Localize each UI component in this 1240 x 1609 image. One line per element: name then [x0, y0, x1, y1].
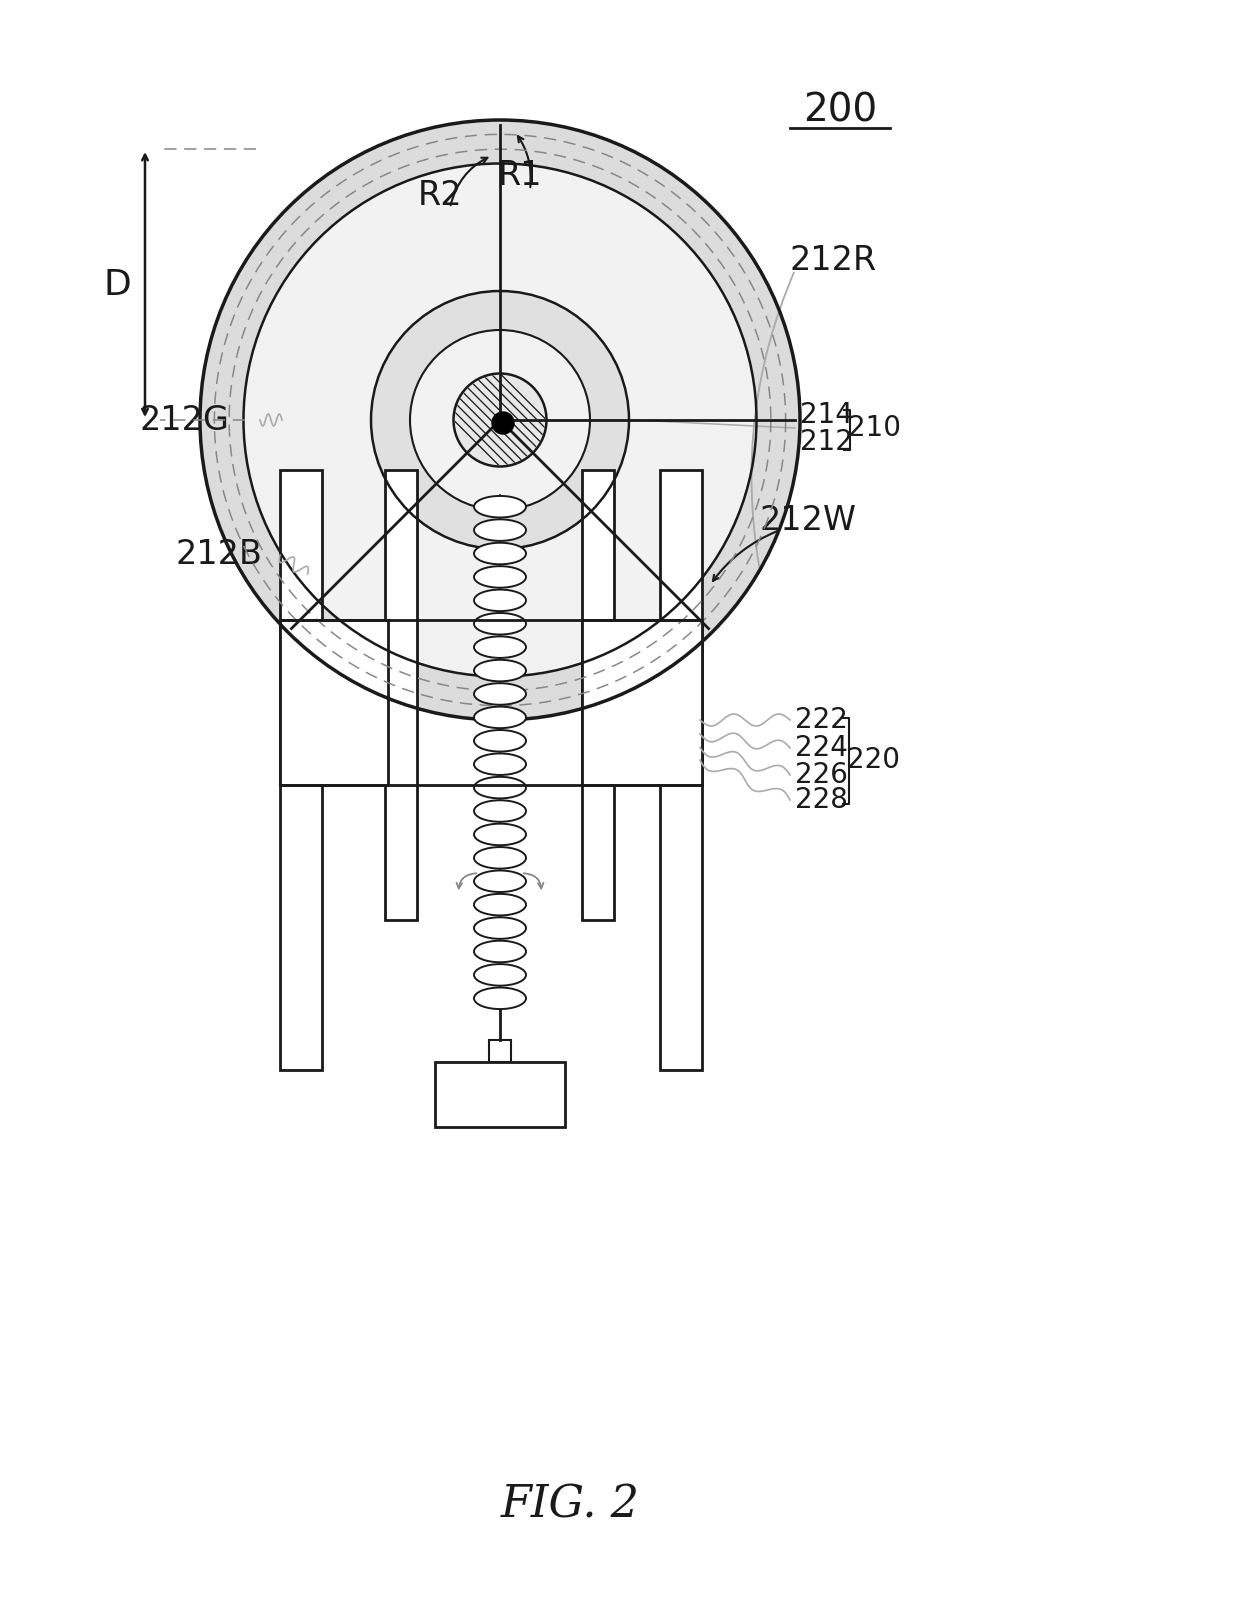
- Ellipse shape: [474, 800, 526, 822]
- Bar: [489, 1039, 511, 1062]
- Ellipse shape: [474, 777, 526, 798]
- Ellipse shape: [474, 496, 526, 518]
- Text: 224: 224: [795, 734, 848, 763]
- Ellipse shape: [474, 660, 526, 681]
- Text: R1: R1: [497, 159, 542, 191]
- Ellipse shape: [474, 566, 526, 587]
- Ellipse shape: [474, 520, 526, 541]
- Ellipse shape: [474, 824, 526, 845]
- Ellipse shape: [474, 846, 526, 869]
- Ellipse shape: [474, 613, 526, 634]
- Ellipse shape: [474, 964, 526, 986]
- Bar: [280, 619, 388, 785]
- Text: FIG. 2: FIG. 2: [501, 1483, 640, 1525]
- Ellipse shape: [474, 637, 526, 658]
- Circle shape: [454, 373, 547, 467]
- Text: R2: R2: [418, 179, 463, 211]
- Text: 228: 228: [795, 787, 848, 814]
- Ellipse shape: [474, 706, 526, 729]
- Circle shape: [200, 121, 800, 719]
- Text: 220: 220: [847, 747, 900, 774]
- Bar: [660, 470, 702, 1070]
- Ellipse shape: [474, 988, 526, 1009]
- Text: 212W: 212W: [760, 504, 857, 536]
- Text: 212G: 212G: [140, 404, 229, 436]
- Circle shape: [492, 412, 515, 434]
- Ellipse shape: [474, 870, 526, 891]
- Text: 200: 200: [802, 92, 877, 129]
- Bar: [435, 1062, 565, 1126]
- Bar: [280, 470, 322, 1070]
- Text: 210: 210: [848, 414, 901, 442]
- Bar: [384, 470, 417, 920]
- Ellipse shape: [474, 753, 526, 776]
- Ellipse shape: [474, 917, 526, 938]
- Ellipse shape: [474, 589, 526, 611]
- Ellipse shape: [474, 941, 526, 962]
- Text: 212B: 212B: [175, 539, 262, 571]
- Ellipse shape: [474, 542, 526, 565]
- Text: 212R: 212R: [790, 243, 877, 277]
- Text: D: D: [103, 267, 131, 301]
- Ellipse shape: [474, 730, 526, 751]
- Text: 222: 222: [795, 706, 848, 734]
- Text: 212: 212: [800, 428, 853, 455]
- Ellipse shape: [474, 684, 526, 705]
- Bar: [582, 619, 702, 785]
- Bar: [582, 470, 614, 920]
- Text: 226: 226: [795, 761, 848, 788]
- Ellipse shape: [474, 895, 526, 916]
- Text: 214: 214: [800, 401, 853, 430]
